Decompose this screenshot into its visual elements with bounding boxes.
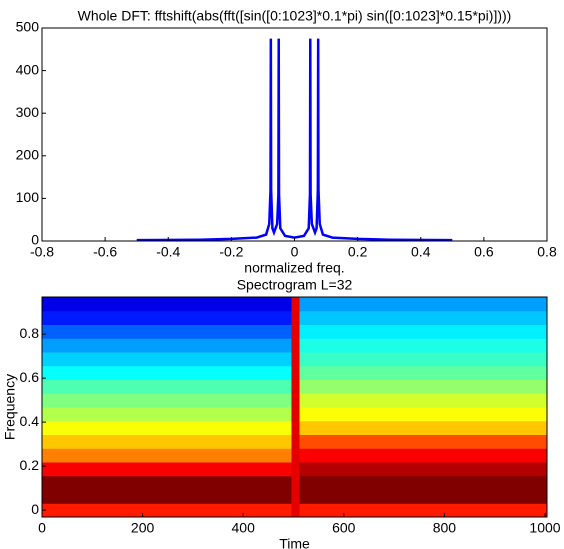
heatmap-cell (42, 393, 292, 408)
heatmap-cell (291, 365, 301, 380)
heatmap-cell (42, 310, 292, 325)
heatmap-cell (291, 503, 301, 518)
y-tick-label: 0.2 (20, 457, 40, 473)
x-tick-label: 0.2 (348, 244, 368, 260)
chart-title: Spectrogram L=32 (237, 277, 353, 293)
heatmap-cell (291, 434, 301, 449)
heatmap-cell (299, 434, 548, 449)
heatmap-cell (299, 352, 548, 367)
heatmap-cell (42, 462, 292, 477)
heatmap-cell (291, 448, 301, 463)
heatmap-cell (291, 393, 301, 408)
heatmap-cell (42, 365, 292, 380)
heatmap-cell (42, 379, 292, 394)
heatmap-cell (299, 462, 548, 477)
plot-frame (41, 27, 548, 242)
heatmap-cell (299, 475, 548, 490)
heatmap-cell (42, 420, 292, 435)
heatmap-cell (291, 310, 301, 325)
x-tick-label: -0.4 (156, 244, 180, 260)
heatmap-cell (42, 475, 292, 490)
x-tick-label: 0.8 (537, 244, 557, 260)
heatmap-cell (291, 297, 301, 312)
heatmap-cell (299, 407, 548, 422)
x-tick-label: -0.8 (30, 244, 54, 260)
heatmap-cell (42, 324, 292, 339)
x-tick-label: 800 (433, 520, 457, 536)
y-tick-label: 0.6 (20, 369, 40, 385)
x-tick-label: 0.6 (474, 244, 494, 260)
heatmap-cell (291, 475, 301, 490)
heatmap-cell (299, 365, 548, 380)
y-tick-label: 0 (31, 501, 39, 517)
heatmap-cell (291, 407, 301, 422)
y-tick-label: 200 (16, 147, 40, 163)
chart-title: Whole DFT: fftshift(abs(fft([sin([0:1023… (78, 8, 512, 24)
x-tick-label: 0.4 (411, 244, 431, 260)
line (136, 38, 453, 242)
heatmap-cell (299, 310, 548, 325)
heatmap-cell (299, 448, 548, 463)
heatmap-cell (299, 338, 548, 353)
heatmap-cell (299, 420, 548, 435)
x-tick-label: 200 (131, 520, 155, 536)
x-tick-label: -0.6 (93, 244, 117, 260)
heatmap-cell (299, 503, 548, 518)
y-tick-label: 100 (16, 189, 40, 205)
heatmap-cell (299, 324, 548, 339)
heatmap-cell (291, 379, 301, 394)
heatmap-cell (299, 489, 548, 504)
heatmap-cell (291, 338, 301, 353)
plot-frame (41, 296, 548, 518)
y-tick-label: 0 (31, 232, 39, 248)
heatmap-cell (291, 352, 301, 367)
y-tick-label: 0.8 (20, 325, 40, 341)
y-tick-label: 0.4 (20, 413, 40, 429)
heatmap-cell (42, 434, 292, 449)
heatmap-cell (291, 489, 301, 504)
x-tick-label: 600 (332, 520, 356, 536)
heatmap-cell (42, 503, 292, 518)
y-tick-label: 500 (16, 19, 40, 35)
x-tick-label: 0 (38, 520, 46, 536)
heatmap-cell (291, 420, 301, 435)
x-tick-label: -0.2 (219, 244, 243, 260)
x-tick-label: 1000 (529, 520, 560, 536)
heatmap-cell (42, 448, 292, 463)
y-axis-label: Frequency (2, 374, 18, 440)
x-axis-label: normalized freq. (244, 260, 344, 276)
y-tick-label: 300 (16, 104, 40, 120)
heatmap-cell (42, 338, 292, 353)
heatmap-cell (299, 393, 548, 408)
x-tick-label: 0 (291, 244, 299, 260)
heatmap-cell (299, 297, 548, 312)
x-axis-label: Time (279, 536, 310, 549)
heatmap-cell (42, 297, 292, 312)
heatmap-cell (299, 379, 548, 394)
heatmap-cell (291, 462, 301, 477)
x-tick-label: 400 (232, 520, 256, 536)
heatmap-cell (42, 407, 292, 422)
heatmap-cell (42, 489, 292, 504)
heatmap-cell (291, 324, 301, 339)
y-tick-label: 400 (16, 61, 40, 77)
heatmap-cell (42, 352, 292, 367)
